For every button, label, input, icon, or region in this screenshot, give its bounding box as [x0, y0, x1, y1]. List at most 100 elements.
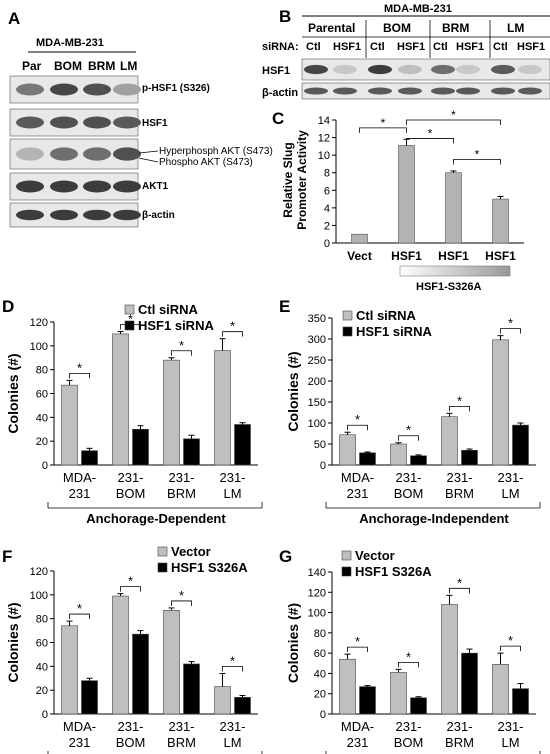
significance-star: *	[428, 126, 433, 140]
y-tick-label: 100	[30, 341, 48, 353]
blot-a-lane-label: BRM	[88, 59, 115, 73]
blot-b-lane-label: Ctl	[433, 41, 448, 53]
bar	[112, 595, 129, 715]
x-axis-label: Anchorage-Independent	[359, 511, 509, 526]
bar	[359, 686, 376, 715]
bar	[461, 652, 478, 715]
bar	[339, 434, 356, 466]
panel-label-a: A	[8, 9, 20, 28]
bar	[390, 672, 407, 715]
x-tick-label: 231-	[219, 470, 245, 485]
blot-band	[16, 147, 44, 161]
x-tick-label: BRM	[167, 735, 196, 750]
significance-star: *	[457, 575, 462, 590]
significance-bracket	[359, 127, 407, 133]
dose-wedge	[399, 265, 511, 277]
significance-bracket	[449, 587, 470, 594]
significance-bracket	[222, 666, 243, 672]
chart-c-xlabel: HSF1-S326A	[416, 281, 481, 293]
significance-bracket	[406, 119, 501, 125]
significance-star: *	[355, 412, 360, 427]
x-tick-label: LM	[501, 486, 519, 501]
y-tick-label: 60	[314, 648, 326, 660]
blot-band	[16, 209, 44, 221]
y-axis-label: Relative Slug	[281, 142, 295, 217]
y-tick-label: 0	[42, 460, 48, 472]
y-tick-label: 120	[308, 587, 326, 599]
x-tick-label: 231-	[395, 719, 421, 734]
significance-star: *	[406, 649, 411, 664]
y-tick-label: 0	[320, 460, 326, 472]
blot-b-title: MDA-MB-231	[384, 3, 452, 15]
x-tick-label: HSF1	[438, 249, 469, 263]
blot-band	[113, 180, 141, 193]
blot-b-lane-label: HSF1	[333, 41, 361, 53]
blot-band	[83, 147, 111, 161]
significance-star: *	[230, 653, 235, 668]
bar	[234, 424, 251, 466]
legend-label: HSF1 siRNA	[138, 318, 214, 333]
x-tick-label: 231-	[168, 719, 194, 734]
bar	[398, 145, 415, 244]
blot-band	[113, 83, 141, 96]
significance-bracket	[222, 331, 243, 337]
x-tick-label: LM	[223, 735, 241, 750]
panel-label-e: E	[279, 297, 290, 316]
blot-band	[304, 87, 328, 95]
panel-label-g: G	[279, 547, 292, 566]
significance-bracket	[69, 372, 90, 379]
y-axis-label: Colonies (#)	[5, 353, 21, 433]
significance-star: *	[128, 574, 133, 589]
legend-label: Vector	[355, 548, 395, 563]
blot-a-lane-labels: Par BOM BRM LM	[22, 59, 137, 73]
x-tick-label: BRM	[167, 486, 196, 501]
blot-a-row-label: HSF1	[142, 118, 168, 129]
significance-star: *	[457, 393, 462, 408]
significance-star: *	[508, 633, 513, 648]
legend-swatch	[342, 326, 353, 337]
bar	[339, 658, 356, 715]
significance-bracket	[347, 424, 368, 431]
x-tick-label: 231-	[117, 719, 143, 734]
blot-a-lane-label: LM	[120, 59, 137, 73]
bar	[61, 384, 78, 466]
x-tick-label: 231-	[395, 470, 421, 485]
blot-a: MDA-MB-231 Par BOM BRM LM p-HSF1 (S326) …	[9, 37, 273, 228]
chart-c: 0 2 4 6 8 10 12 14 Relative Slug Promoter Activit…	[281, 108, 524, 263]
blot-strip	[301, 82, 550, 100]
y-tick-label: 0	[42, 709, 48, 721]
blot-b-lane-label: HSF1	[397, 41, 425, 53]
blot-a-annotation: Phospho AKT (S473)	[159, 157, 253, 168]
blot-b-lane-label: Ctl	[306, 41, 321, 53]
bar	[214, 350, 231, 466]
blot-band	[50, 209, 78, 221]
blot-band	[50, 180, 78, 193]
y-tick-label: 80	[314, 628, 326, 640]
blot-band	[83, 83, 111, 96]
significance-star: *	[508, 316, 513, 331]
blot-band	[368, 64, 392, 75]
blot-band	[518, 87, 542, 95]
x-tick-label: MDA-	[63, 719, 96, 734]
x-tick-label: 231-	[219, 719, 245, 734]
blot-band	[113, 209, 141, 221]
legend-swatch	[124, 304, 135, 315]
y-tick-label: 4	[324, 203, 330, 215]
x-axis-label: Anchorage-Dependent	[86, 511, 226, 526]
x-tick-label: HSF1	[391, 249, 422, 263]
blot-b-group-label: BRM	[442, 21, 469, 35]
significance-bracket	[398, 661, 419, 668]
significance-star: *	[77, 601, 82, 616]
bar	[81, 680, 98, 715]
y-tick-label: 120	[30, 317, 48, 329]
x-tick-label: Vect	[347, 249, 372, 263]
y-tick-label: 0	[324, 238, 330, 250]
y-tick-label: 150	[308, 397, 326, 409]
x-tick-label: 231-	[168, 470, 194, 485]
significance-bracket	[500, 328, 521, 334]
blot-band	[16, 83, 44, 96]
x-tick-label: MDA-	[341, 470, 374, 485]
bar	[445, 172, 462, 244]
